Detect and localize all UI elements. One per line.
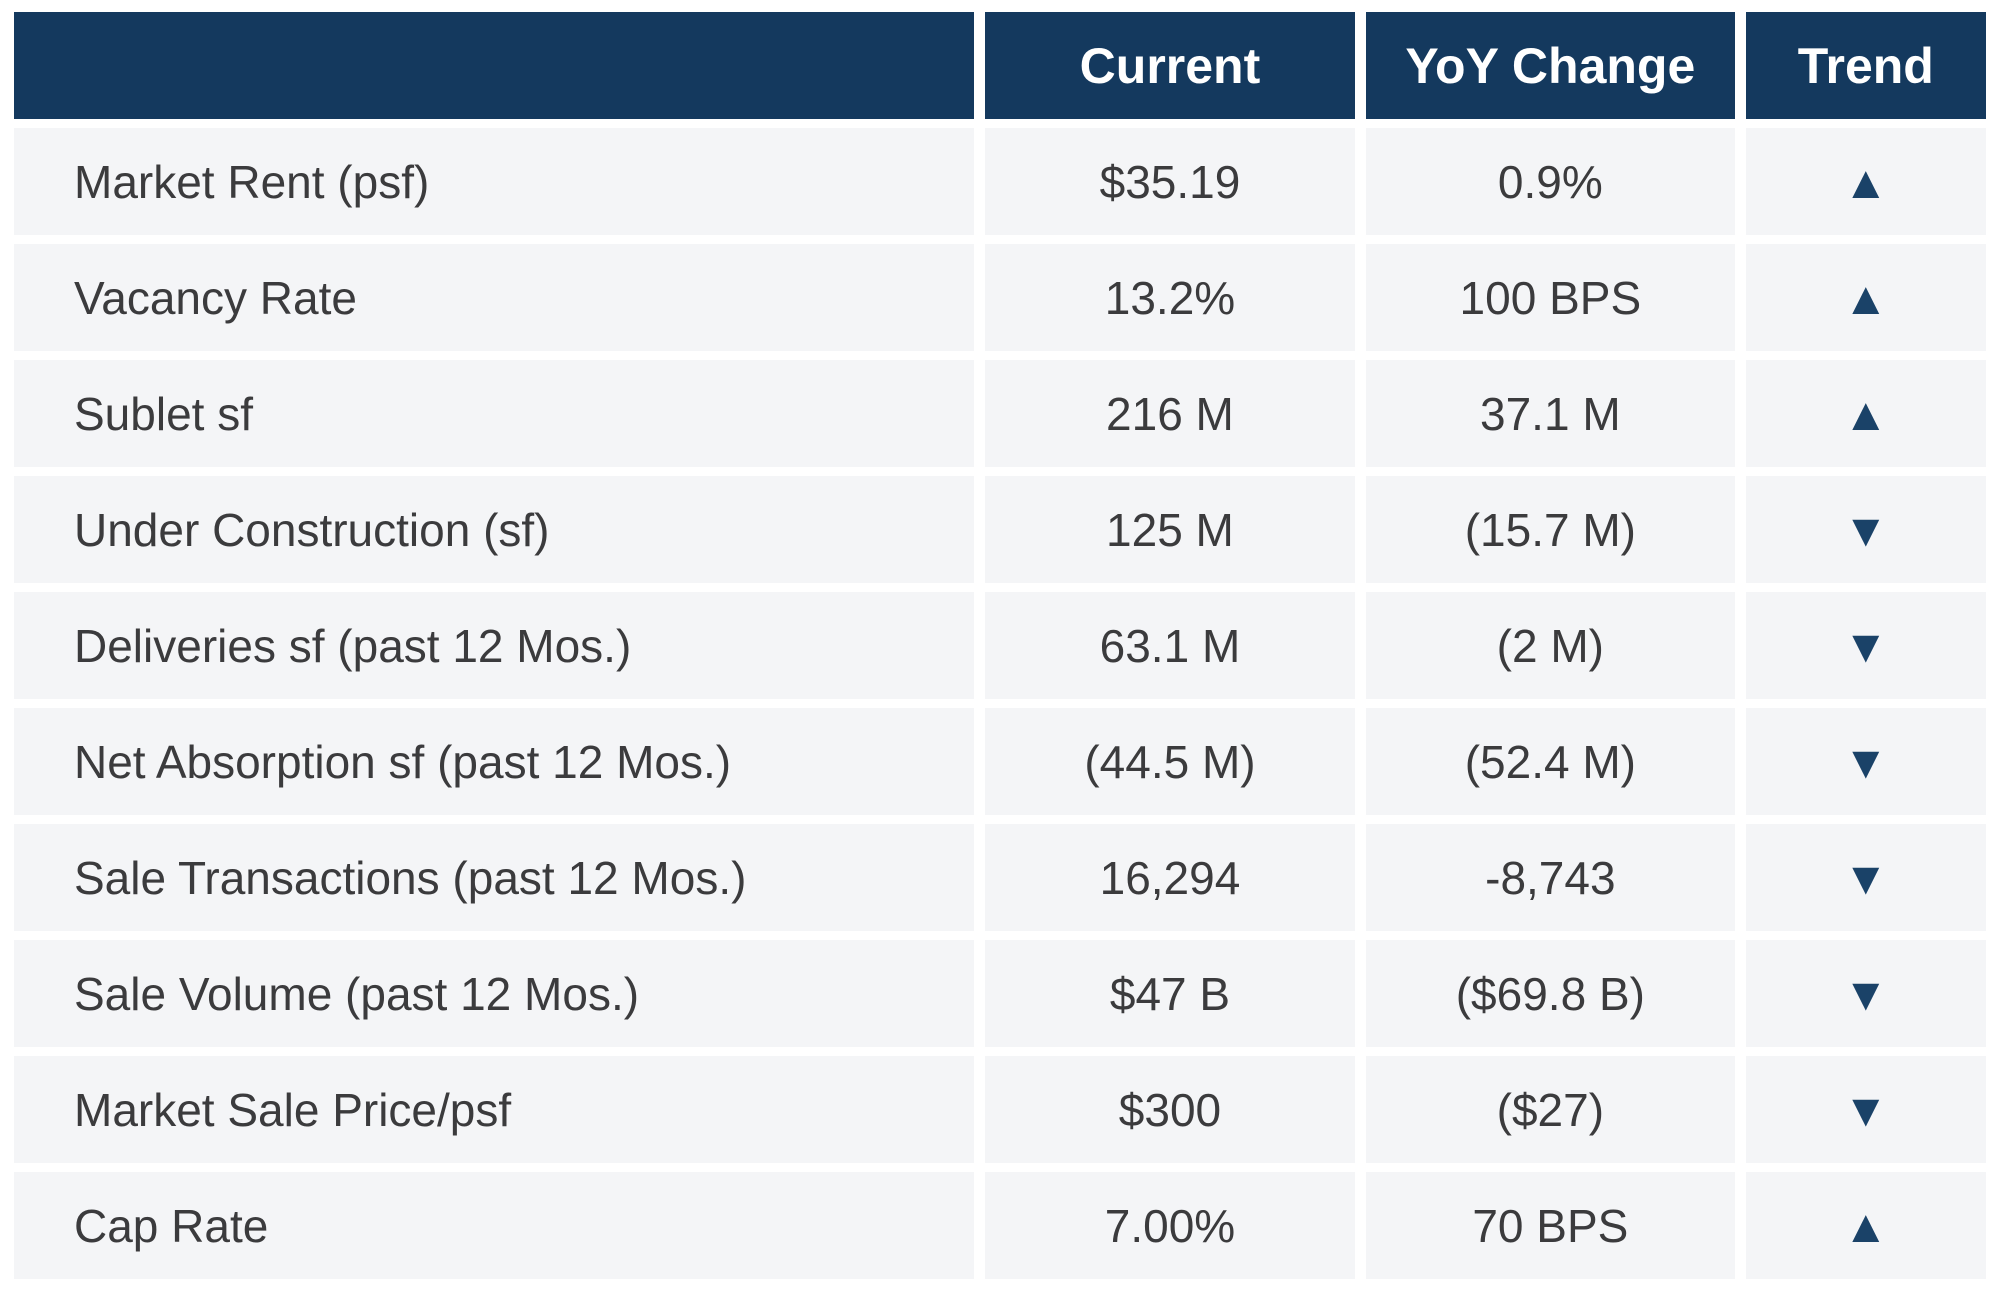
row-label: Deliveries sf (past 12 Mos.) — [14, 592, 974, 699]
trend-cell: ▲ — [1745, 1172, 1986, 1279]
yoy-change-value: ($27) — [1366, 1056, 1735, 1163]
yoy-change-value: 37.1 M — [1366, 360, 1735, 467]
trend-down-icon: ▼ — [1843, 619, 1889, 672]
row-label: Sale Transactions (past 12 Mos.) — [14, 824, 974, 931]
trend-down-icon: ▼ — [1843, 1083, 1889, 1136]
market-stats-table: Current YoY Change Trend Market Rent (ps… — [3, 3, 1997, 1288]
current-value: 16,294 — [984, 824, 1356, 931]
table-header: Current YoY Change Trend — [14, 12, 1986, 119]
table-body: Market Rent (psf) $35.19 0.9% ▲ Vacancy Rate… — [14, 128, 1986, 1279]
current-value: $47 B — [984, 940, 1356, 1047]
yoy-change-value: -8,743 — [1366, 824, 1735, 931]
trend-cell: ▲ — [1745, 244, 1986, 351]
trend-down-icon: ▼ — [1843, 503, 1889, 556]
trend-cell: ▼ — [1745, 592, 1986, 699]
trend-down-icon: ▼ — [1843, 735, 1889, 788]
table-row: Cap Rate 7.00% 70 BPS ▲ — [14, 1172, 1986, 1279]
yoy-change-value: (52.4 M) — [1366, 708, 1735, 815]
trend-cell: ▼ — [1745, 708, 1986, 815]
yoy-change-value: (15.7 M) — [1366, 476, 1735, 583]
row-label: Net Absorption sf (past 12 Mos.) — [14, 708, 974, 815]
header-row: Current YoY Change Trend — [14, 12, 1986, 119]
current-value: $35.19 — [984, 128, 1356, 235]
current-value: 125 M — [984, 476, 1356, 583]
column-header-trend: Trend — [1745, 12, 1986, 119]
table-row: Market Rent (psf) $35.19 0.9% ▲ — [14, 128, 1986, 235]
row-label: Under Construction (sf) — [14, 476, 974, 583]
row-label: Sublet sf — [14, 360, 974, 467]
trend-cell: ▼ — [1745, 476, 1986, 583]
trend-cell: ▲ — [1745, 360, 1986, 467]
current-value: 7.00% — [984, 1172, 1356, 1279]
trend-cell: ▼ — [1745, 824, 1986, 931]
trend-down-icon: ▼ — [1843, 851, 1889, 904]
current-value: 216 M — [984, 360, 1356, 467]
row-label: Market Sale Price/psf — [14, 1056, 974, 1163]
table-row: Net Absorption sf (past 12 Mos.) (44.5 M)… — [14, 708, 1986, 815]
current-value: 13.2% — [984, 244, 1356, 351]
table-row: Under Construction (sf) 125 M (15.7 M) ▼ — [14, 476, 1986, 583]
column-header-metric — [14, 12, 974, 119]
current-value: $300 — [984, 1056, 1356, 1163]
table-row: Vacancy Rate 13.2% 100 BPS ▲ — [14, 244, 1986, 351]
trend-cell: ▼ — [1745, 940, 1986, 1047]
table-row: Deliveries sf (past 12 Mos.) 63.1 M (2 M) ▼ — [14, 592, 1986, 699]
trend-up-icon: ▲ — [1843, 1199, 1889, 1252]
yoy-change-value: (2 M) — [1366, 592, 1735, 699]
row-label: Sale Volume (past 12 Mos.) — [14, 940, 974, 1047]
trend-up-icon: ▲ — [1843, 387, 1889, 440]
yoy-change-value: 0.9% — [1366, 128, 1735, 235]
yoy-change-value: 70 BPS — [1366, 1172, 1735, 1279]
trend-cell: ▲ — [1745, 128, 1986, 235]
yoy-change-value: ($69.8 B) — [1366, 940, 1735, 1047]
column-header-yoy-change: YoY Change — [1366, 12, 1735, 119]
row-label: Vacancy Rate — [14, 244, 974, 351]
table-row: Sale Volume (past 12 Mos.) $47 B ($69.8 B)… — [14, 940, 1986, 1047]
column-header-current: Current — [984, 12, 1356, 119]
yoy-change-value: 100 BPS — [1366, 244, 1735, 351]
table-row: Sale Transactions (past 12 Mos.) 16,294 -8… — [14, 824, 1986, 931]
table-row: Sublet sf 216 M 37.1 M ▲ — [14, 360, 1986, 467]
trend-down-icon: ▼ — [1843, 967, 1889, 1020]
trend-up-icon: ▲ — [1843, 155, 1889, 208]
current-value: 63.1 M — [984, 592, 1356, 699]
table-row: Market Sale Price/psf $300 ($27) ▼ — [14, 1056, 1986, 1163]
row-label: Market Rent (psf) — [14, 128, 974, 235]
trend-up-icon: ▲ — [1843, 271, 1889, 324]
trend-cell: ▼ — [1745, 1056, 1986, 1163]
row-label: Cap Rate — [14, 1172, 974, 1279]
current-value: (44.5 M) — [984, 708, 1356, 815]
